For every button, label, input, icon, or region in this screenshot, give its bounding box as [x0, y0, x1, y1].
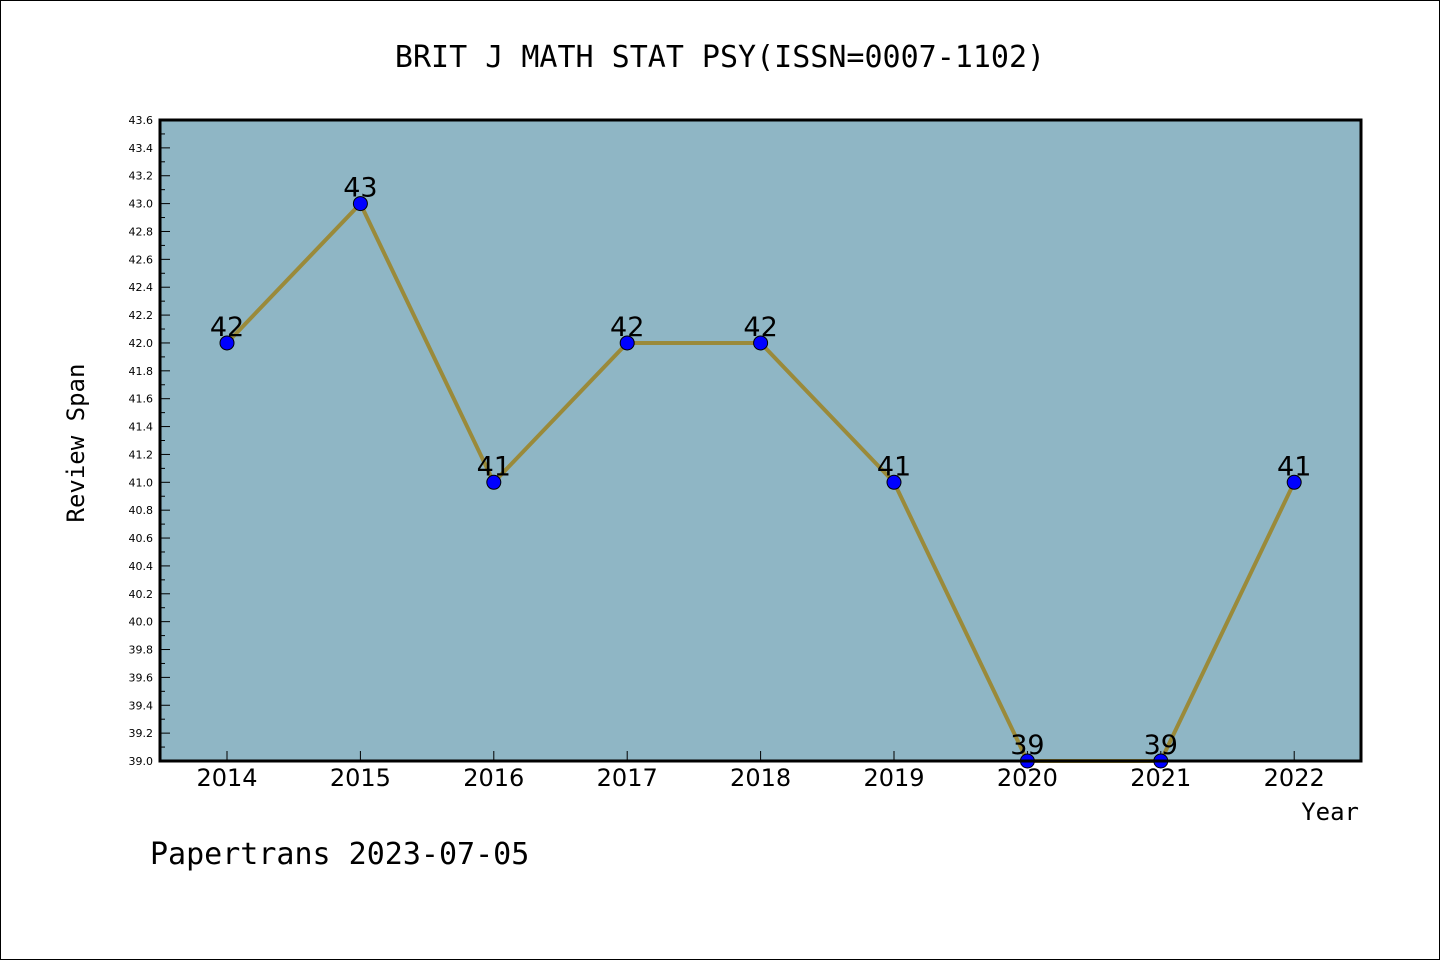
y-tick-label: 42.2 [129, 309, 154, 322]
y-tick-label: 43.2 [129, 170, 154, 183]
y-tick-label: 43.6 [129, 114, 154, 127]
data-point-marker [619, 335, 635, 351]
y-tick-label: 41.6 [129, 393, 154, 406]
x-tick-label: 2016 [463, 764, 524, 792]
x-tick-label: 2022 [1264, 764, 1325, 792]
data-value-label: 42 [610, 312, 644, 343]
y-tick-label: 42.4 [129, 281, 154, 294]
plot-area [160, 120, 1361, 761]
y-tick-label: 42.8 [129, 225, 154, 238]
y-tick-label: 39.8 [129, 644, 154, 657]
data-point-marker [886, 474, 902, 490]
data-value-label: 43 [343, 173, 377, 204]
y-tick-label: 39.2 [129, 727, 154, 740]
data-labels: 42 43 41 42 42 41 39 39 41 [210, 173, 1312, 761]
y-tick-label: 41.0 [129, 476, 154, 489]
data-point-marker [352, 196, 368, 212]
y-tick-label: 40.0 [129, 616, 154, 629]
chart-title: BRIT J MATH STAT PSY(ISSN=0007-1102) [395, 40, 1045, 75]
y-axis-title: Review Span [62, 364, 90, 523]
y-tick-label: 39.0 [129, 755, 154, 768]
y-tick-label: 40.2 [129, 588, 154, 601]
x-tick-label: 2014 [196, 764, 257, 792]
data-value-label: 39 [1144, 730, 1178, 761]
x-tick-label: 2018 [730, 764, 791, 792]
data-value-label: 42 [210, 312, 244, 343]
data-value-label: 39 [1010, 730, 1044, 761]
y-tick-label: 43.4 [129, 142, 154, 155]
data-point-marker [753, 335, 769, 351]
y-tick-label: 42.6 [129, 253, 154, 266]
x-axis-title: Year [1301, 798, 1359, 826]
x-tick-label: 2015 [330, 764, 391, 792]
y-tick-label: 40.6 [129, 532, 154, 545]
y-tick-label: 40.8 [129, 504, 154, 517]
y-tick-label: 41.4 [129, 421, 154, 434]
data-value-label: 41 [877, 451, 911, 482]
data-value-label: 41 [1277, 451, 1311, 482]
x-tick-label: 2017 [597, 764, 658, 792]
y-tick-label: 39.4 [129, 699, 154, 712]
x-tick-label: 2020 [997, 764, 1058, 792]
y-axis-ticks: 39.0 39.2 39.4 39.6 39.8 40.0 40.2 40.4 40.6 40.8… [129, 114, 170, 768]
y-tick-label: 41.8 [129, 365, 154, 378]
plot-border [158, 118, 1363, 763]
footer-credit: Papertrans 2023-07-05 [150, 837, 529, 872]
x-tick-label: 2021 [1130, 764, 1191, 792]
y-tick-label: 42.0 [129, 337, 154, 350]
y-tick-label: 39.6 [129, 671, 154, 684]
data-value-label: 41 [477, 451, 511, 482]
x-tick-label: 2019 [863, 764, 924, 792]
y-tick-label: 43.0 [129, 198, 154, 211]
x-axis-ticks: 2014 2015 2016 2017 2018 2019 2020 2021 2022 [196, 751, 1325, 792]
data-point-marker [219, 335, 235, 351]
data-value-label: 42 [743, 312, 777, 343]
data-point-marker [486, 474, 502, 490]
y-tick-label: 41.2 [129, 448, 154, 461]
data-point-marker [1286, 474, 1302, 490]
y-tick-label: 40.4 [129, 560, 154, 573]
